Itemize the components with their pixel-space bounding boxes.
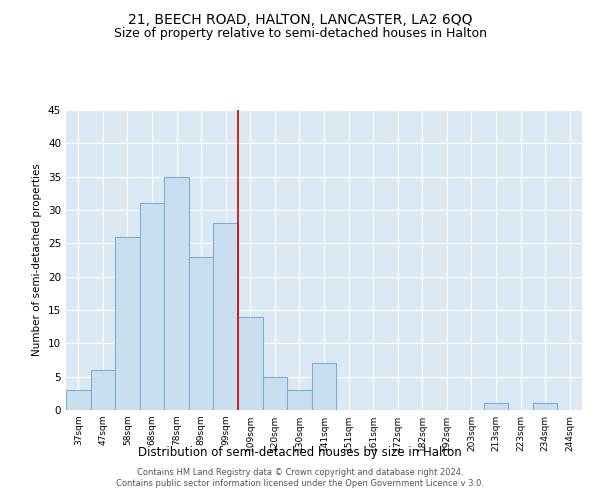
Text: Size of property relative to semi-detached houses in Halton: Size of property relative to semi-detach… <box>113 28 487 40</box>
Bar <box>140 204 164 410</box>
Bar <box>312 364 336 410</box>
Bar <box>115 236 140 410</box>
Bar <box>66 390 91 410</box>
Bar <box>287 390 312 410</box>
Bar <box>263 376 287 410</box>
Bar <box>189 256 214 410</box>
Text: Contains HM Land Registry data © Crown copyright and database right 2024.
Contai: Contains HM Land Registry data © Crown c… <box>116 468 484 487</box>
Bar <box>164 176 189 410</box>
Bar <box>533 404 557 410</box>
Text: Distribution of semi-detached houses by size in Halton: Distribution of semi-detached houses by … <box>138 446 462 459</box>
Bar <box>91 370 115 410</box>
Y-axis label: Number of semi-detached properties: Number of semi-detached properties <box>32 164 43 356</box>
Bar <box>214 224 238 410</box>
Bar <box>484 404 508 410</box>
Bar <box>238 316 263 410</box>
Text: 21, BEECH ROAD, HALTON, LANCASTER, LA2 6QQ: 21, BEECH ROAD, HALTON, LANCASTER, LA2 6… <box>128 12 472 26</box>
